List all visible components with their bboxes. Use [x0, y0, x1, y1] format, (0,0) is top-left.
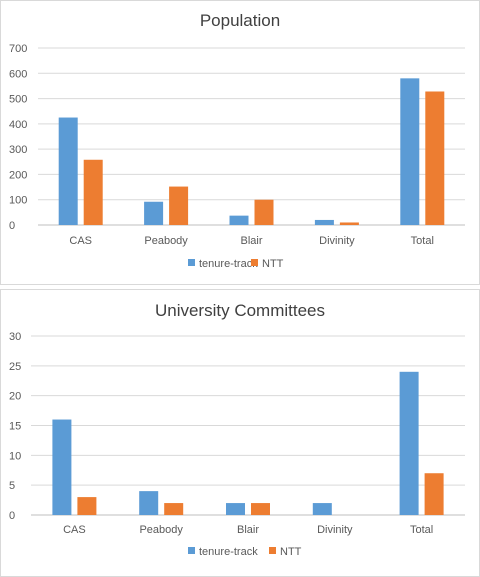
- bar-total-ntt: [425, 91, 445, 226]
- x-category-label: Divinity: [319, 235, 355, 247]
- x-category-label: CAS: [63, 524, 86, 536]
- bar-cas-tenure-track: [52, 419, 72, 515]
- y-tick-label: 30: [9, 331, 21, 343]
- university-committees-chart-svg: University Committees 0 5 10 15 20 25 30 CAS Peab…: [9, 301, 465, 558]
- bar-peabody-ntt: [169, 186, 189, 225]
- population-chart: Population 0 100 200 300 400 500 600 700 CAS Peabo…: [0, 0, 480, 285]
- y-tick-label: 500: [9, 94, 27, 106]
- y-tick-label: 25: [9, 361, 21, 373]
- bar-cas-ntt: [83, 159, 103, 225]
- chart-title: Population: [200, 11, 280, 30]
- legend-label: tenure-track: [199, 546, 258, 558]
- y-tick-label: 10: [9, 450, 21, 462]
- x-category-label: Total: [411, 235, 434, 247]
- bar-divinity-ntt: [339, 222, 359, 225]
- bar-cas-ntt: [77, 497, 97, 515]
- bar-blair-ntt: [254, 199, 274, 225]
- bar-peabody-tenure-track: [144, 201, 164, 225]
- bar-total-tenure-track: [400, 78, 420, 225]
- x-category-label: Total: [410, 524, 433, 536]
- legend-label: NTT: [280, 546, 302, 558]
- legend-label: tenure-track: [199, 258, 258, 270]
- x-category-label: Divinity: [317, 524, 353, 536]
- chart-title: University Committees: [155, 301, 325, 320]
- bar-total-ntt: [424, 473, 444, 515]
- bar-peabody-ntt: [164, 503, 184, 515]
- bar-divinity-tenure-track: [312, 503, 332, 515]
- university-committees-chart: University Committees 0 5 10 15 20 25 30 CAS Peab…: [0, 289, 480, 577]
- bar-total-tenure-track: [399, 371, 419, 515]
- y-tick-label: 20: [9, 391, 21, 403]
- population-chart-svg: Population 0 100 200 300 400 500 600 700 CAS Peabo…: [9, 11, 465, 270]
- y-tick-label: 100: [9, 195, 27, 207]
- x-category-label: Peabody: [139, 524, 183, 536]
- bar-divinity-tenure-track: [314, 219, 334, 225]
- legend-swatch: [188, 259, 195, 266]
- bar-cas-tenure-track: [58, 117, 78, 225]
- y-tick-label: 0: [9, 510, 15, 522]
- bar-blair-tenure-track: [229, 215, 249, 225]
- y-tick-label: 700: [9, 43, 27, 55]
- legend-swatch: [251, 259, 258, 266]
- bar-peabody-tenure-track: [139, 491, 159, 515]
- y-tick-label: 200: [9, 169, 27, 181]
- bar-blair-ntt: [251, 503, 270, 515]
- y-tick-label: 15: [9, 421, 21, 433]
- legend-label: NTT: [262, 258, 284, 270]
- x-category-label: Blair: [237, 524, 259, 536]
- y-tick-label: 0: [9, 220, 15, 232]
- x-category-label: CAS: [69, 235, 92, 247]
- legend-swatch: [188, 547, 195, 554]
- legend-swatch: [269, 547, 276, 554]
- y-tick-label: 300: [9, 144, 27, 156]
- x-category-label: Blair: [240, 235, 262, 247]
- bar-blair-tenure-track: [226, 503, 245, 515]
- y-tick-label: 400: [9, 119, 27, 131]
- x-category-label: Peabody: [144, 235, 188, 247]
- y-tick-label: 600: [9, 68, 27, 80]
- y-tick-label: 5: [9, 480, 15, 492]
